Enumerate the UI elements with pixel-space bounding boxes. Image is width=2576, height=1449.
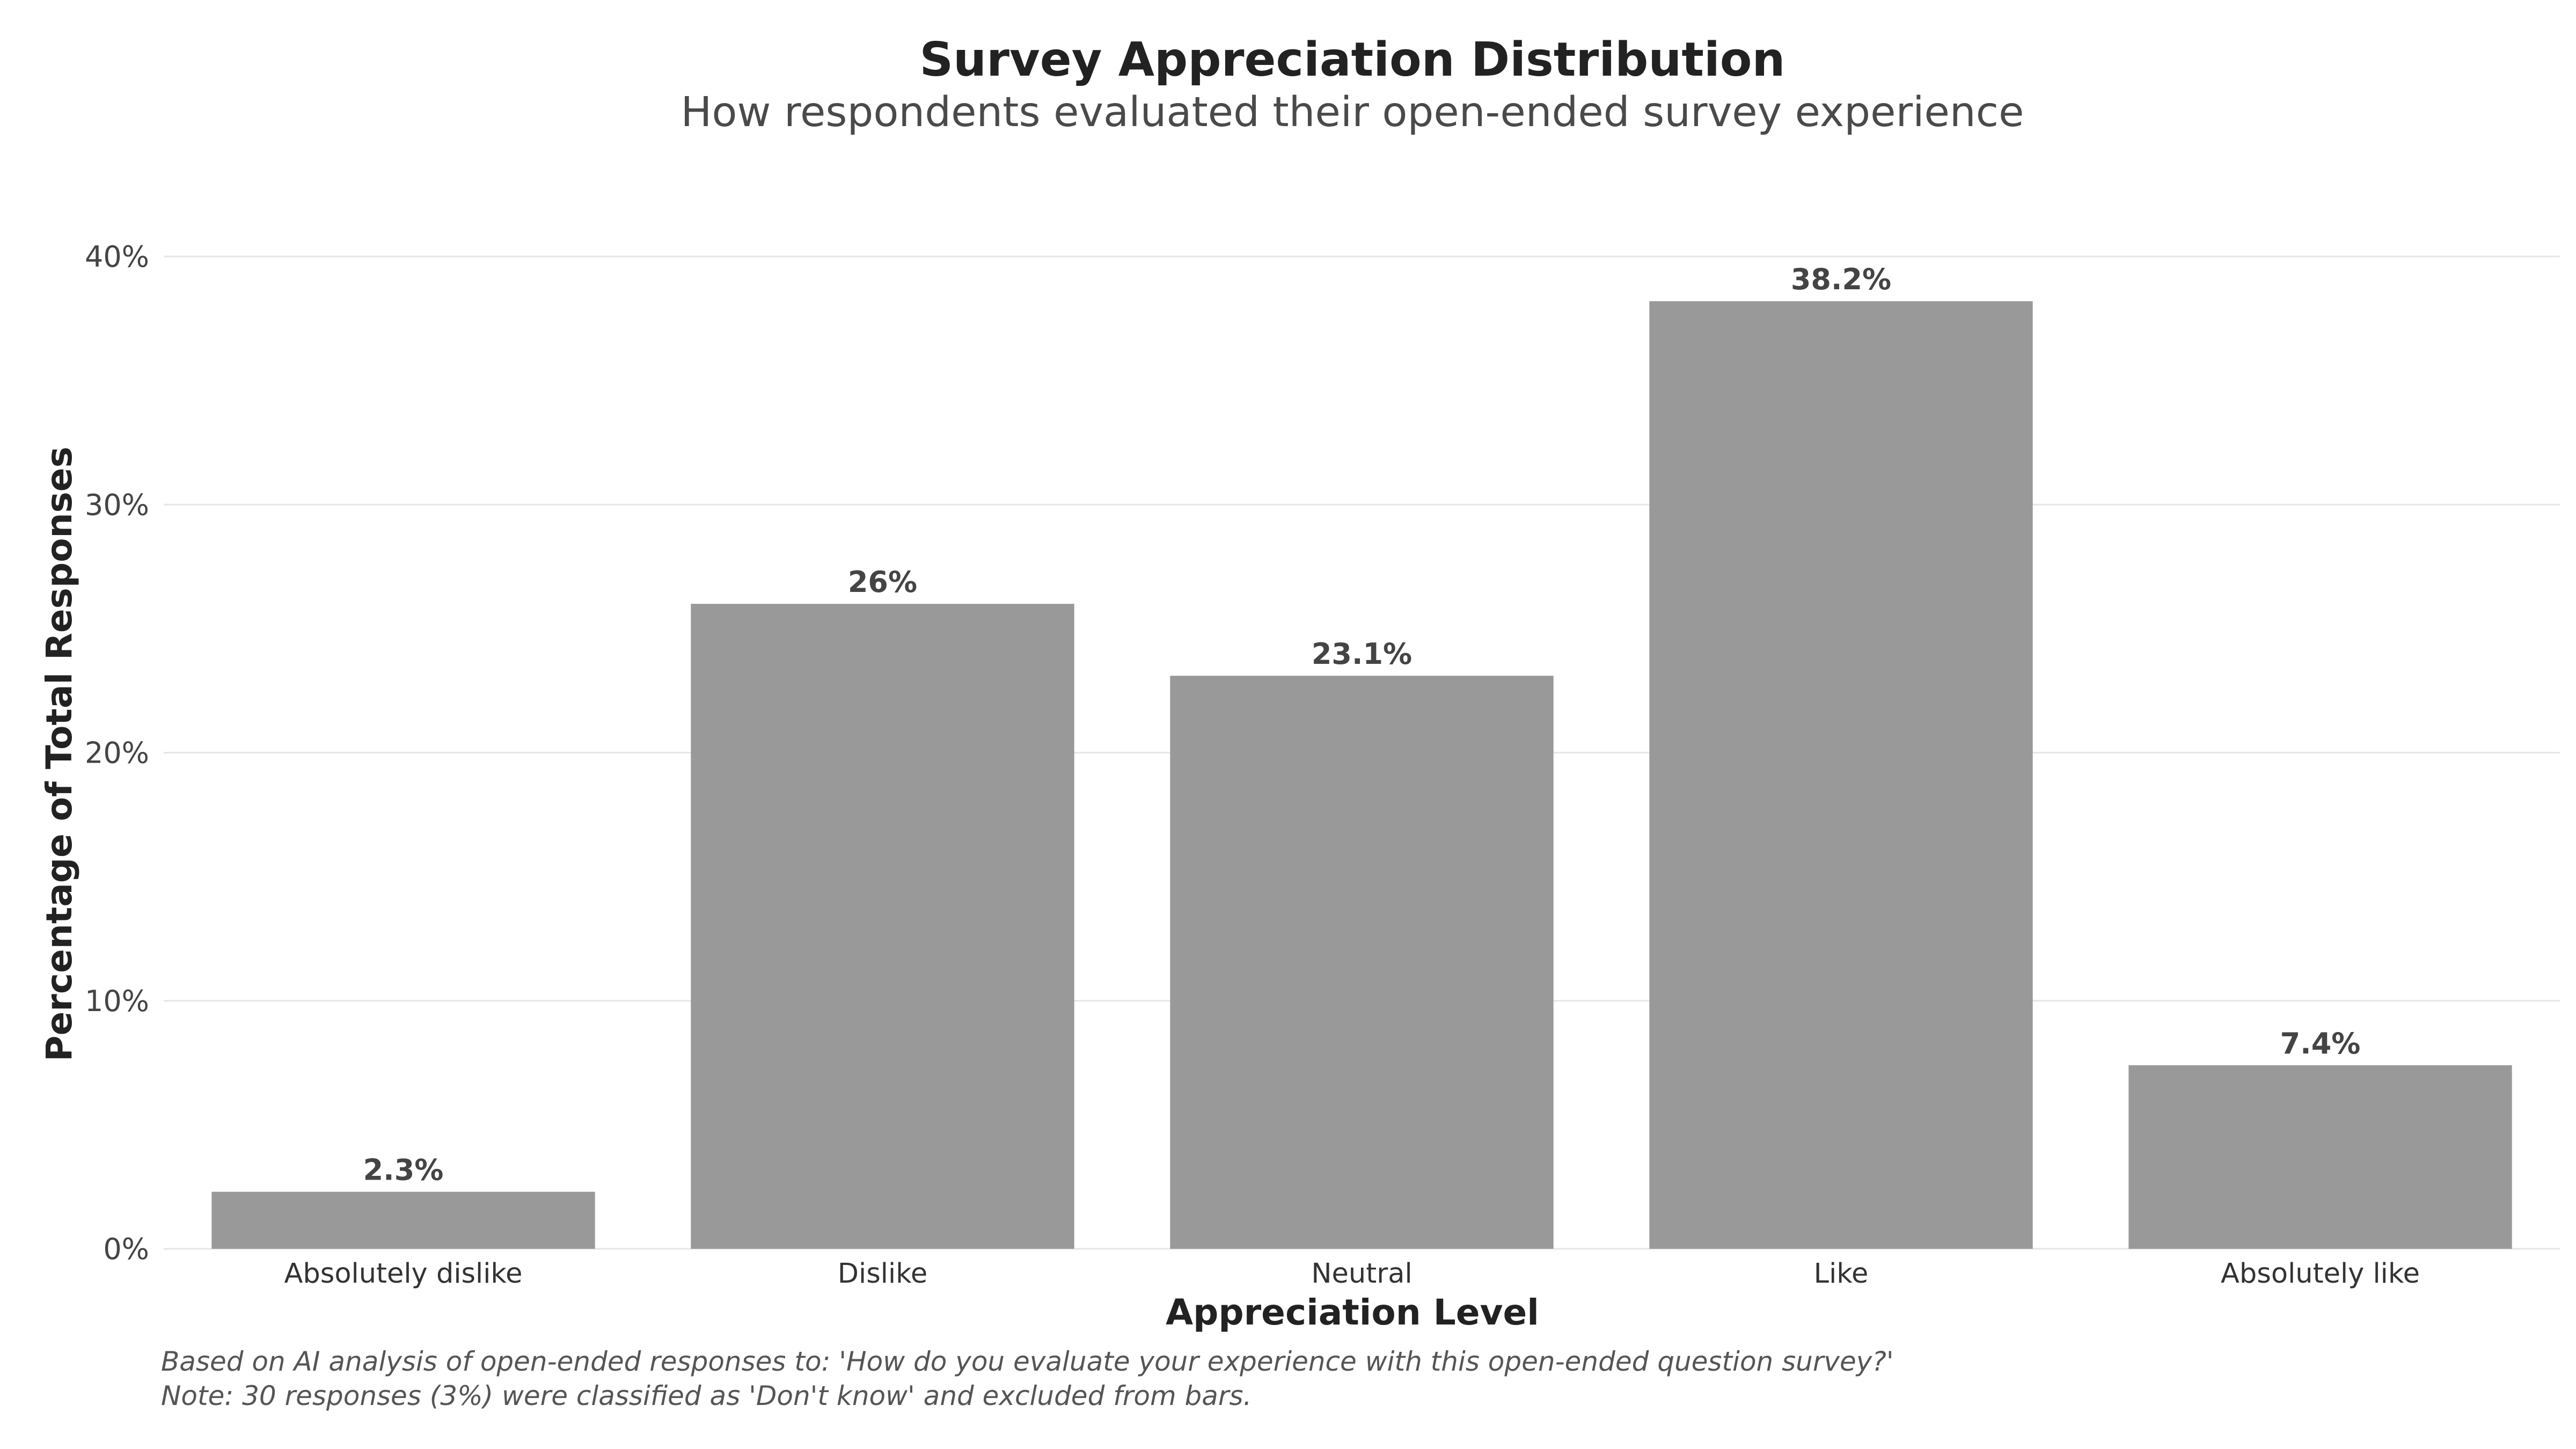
data-label: 2.3%	[363, 1153, 444, 1187]
x-tick-label: Like	[1814, 1258, 1869, 1290]
y-tick-label: 10%	[85, 984, 149, 1018]
data-labels: 2.3% 26% 23.1% 38.2% 7.4%	[363, 262, 2361, 1187]
x-axis-title: Appreciation Level	[1166, 1292, 1539, 1333]
x-tick-label: Absolutely dislike	[284, 1258, 522, 1290]
x-axis-ticks: Absolutely dislike Dislike Neutral Like Abso…	[284, 1258, 2419, 1290]
bar	[1170, 676, 1554, 1249]
x-tick-label: Absolutely like	[2221, 1258, 2420, 1290]
bar	[691, 604, 1074, 1249]
data-label: 38.2%	[1791, 262, 1891, 296]
x-tick-label: Dislike	[838, 1258, 927, 1290]
bars	[211, 301, 2512, 1249]
y-axis-title: Percentage of Total Responses	[39, 447, 80, 1062]
bar	[2128, 1065, 2512, 1249]
y-tick-label: 40%	[85, 240, 149, 274]
chart-subtitle: How respondents evaluated their open-end…	[680, 89, 2024, 136]
caption-source: Based on AI analysis of open-ended respo…	[161, 1346, 1894, 1377]
data-label: 7.4%	[2280, 1027, 2361, 1060]
bar	[1649, 301, 2033, 1249]
chart-title: Survey Appreciation Distribution	[919, 32, 1785, 87]
x-tick-label: Neutral	[1311, 1258, 1412, 1290]
y-tick-label: 20%	[85, 736, 149, 770]
data-label: 23.1%	[1312, 637, 1412, 671]
bar	[211, 1191, 595, 1249]
y-tick-label: 0%	[103, 1232, 149, 1266]
data-label: 26%	[848, 565, 917, 599]
caption-note: Note: 30 responses (3%) were classified …	[161, 1380, 1252, 1411]
y-axis-ticks: 0% 10% 20% 30% 40%	[85, 240, 149, 1266]
y-tick-label: 30%	[85, 488, 149, 522]
